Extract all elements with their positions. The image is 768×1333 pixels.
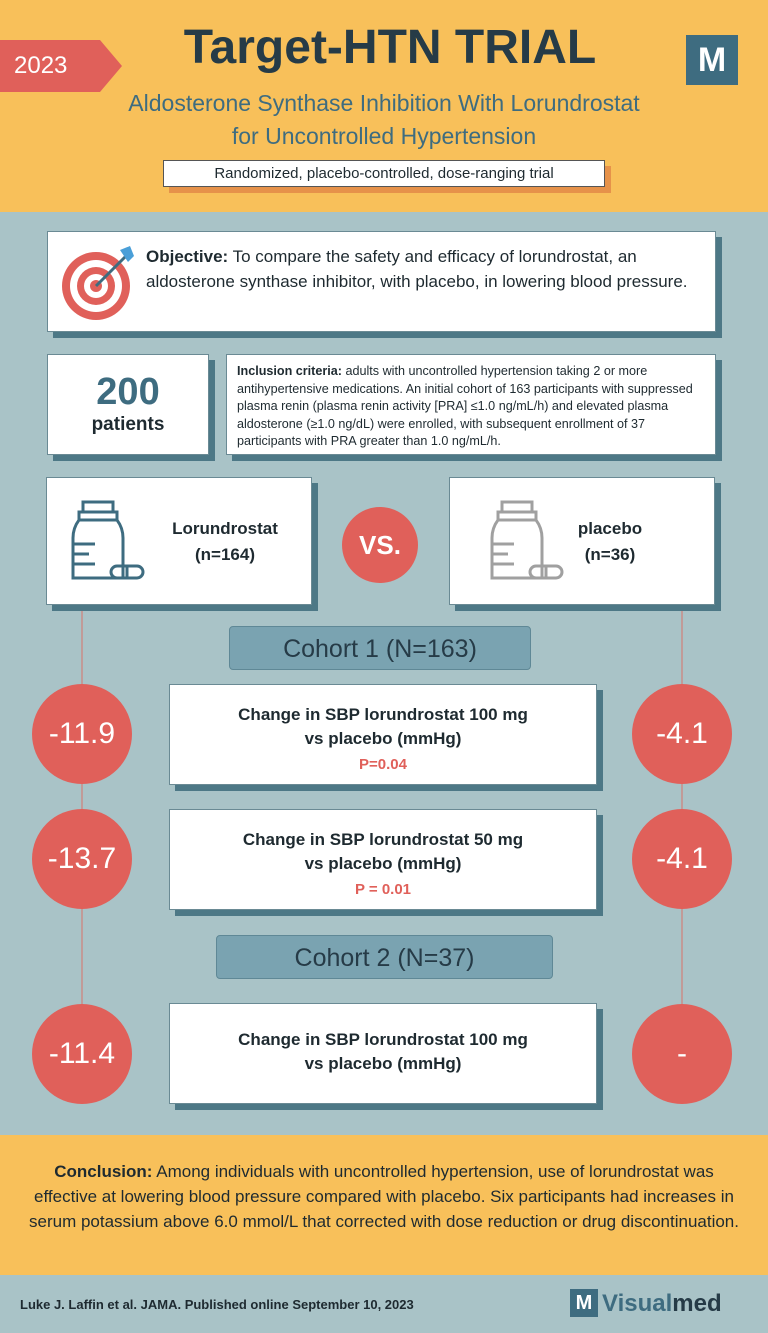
brand-name: Visual bbox=[602, 1290, 673, 1317]
logo: M bbox=[686, 35, 738, 85]
inclusion-label: Inclusion criteria: bbox=[237, 364, 342, 378]
subtitle: for Uncontrolled Hypertension bbox=[231, 123, 537, 149]
result-title: Change in SBP lorundrostat 100 mg bbox=[238, 705, 528, 724]
placebo-change: -4.1 bbox=[632, 809, 732, 909]
citation: Luke J. Laffin et al. JAMA. Published on… bbox=[20, 1297, 414, 1312]
arm-label: Lorundrostat (n=164) bbox=[145, 516, 305, 568]
bottle-icon bbox=[490, 500, 564, 580]
result-box: Change in SBP lorundrostat 100 mg vs pla… bbox=[169, 1003, 597, 1104]
p-value: P=0.04 bbox=[359, 756, 407, 773]
lorundrostat-change: -11.9 bbox=[32, 684, 132, 784]
arm-box: Lorundrostat (n=164) bbox=[46, 477, 312, 605]
cohort-label: Cohort 2 (N=37) bbox=[216, 935, 553, 979]
objective-box: Objective: To compare the safety and eff… bbox=[47, 231, 716, 332]
design-label: Randomized, placebo-controlled, dose-ran… bbox=[163, 160, 605, 187]
placebo-change: -4.1 bbox=[632, 684, 732, 784]
result-title: vs placebo (mmHg) bbox=[304, 854, 462, 873]
placebo-change: - bbox=[632, 1004, 732, 1104]
p-value: P = 0.01 bbox=[354, 881, 412, 898]
title: Target-HTN TRIAL bbox=[183, 21, 597, 74]
arm-box: placebo (n=36) bbox=[449, 477, 715, 605]
arm-name: Lorundrostat bbox=[172, 519, 278, 538]
objective-text: Objective: To compare the safety and eff… bbox=[146, 244, 706, 294]
result-title: Change in SBP lorundrostat 50 mg bbox=[242, 830, 524, 849]
conclusion: Conclusion: Among individuals with uncon… bbox=[0, 1135, 768, 1275]
brand-name: med bbox=[672, 1290, 722, 1317]
footer: Luke J. Laffin et al. JAMA. Published on… bbox=[0, 1275, 768, 1333]
patients-box: 200 patients bbox=[47, 354, 209, 455]
conclusion-label: Conclusion: bbox=[54, 1162, 153, 1181]
arm-n: (n=164) bbox=[195, 545, 255, 564]
arm-n: (n=36) bbox=[584, 545, 636, 564]
objective-body: To compare the safety and efficacy of lo… bbox=[146, 247, 688, 291]
result-title: vs placebo (mmHg) bbox=[304, 729, 462, 748]
lorundrostat-change: -11.4 bbox=[32, 1004, 132, 1104]
result-title: Change in SBP lorundrostat 100 mg bbox=[238, 1030, 528, 1049]
target-icon bbox=[62, 246, 134, 320]
patient-count: 200 bbox=[96, 371, 160, 413]
inclusion-box: Inclusion criteria: adults with uncontro… bbox=[226, 354, 716, 455]
arm-label: placebo (n=36) bbox=[530, 516, 690, 568]
inclusion-text: adults with uncontrolled hypertension ta… bbox=[237, 364, 693, 448]
result-box: Change in SBP lorundrostat 50 mg vs plac… bbox=[169, 809, 597, 910]
objective-label: Objective: bbox=[146, 247, 229, 266]
conclusion-text: Among individuals with uncontrolled hype… bbox=[29, 1162, 739, 1231]
lorundrostat-change: -13.7 bbox=[32, 809, 132, 909]
result-box: Change in SBP lorundrostat 100 mg vs pla… bbox=[169, 684, 597, 785]
year-tag: 2023 bbox=[0, 40, 122, 92]
connector-lines bbox=[81, 605, 683, 1012]
result-title: vs placebo (mmHg) bbox=[304, 1054, 462, 1073]
cohort-label: Cohort 1 (N=163) bbox=[229, 626, 531, 670]
brand-logo: M bbox=[570, 1289, 598, 1317]
patient-label: patients bbox=[91, 414, 165, 435]
arm-name: placebo bbox=[577, 519, 643, 538]
vs-badge: VS. bbox=[342, 507, 418, 583]
bottle-icon bbox=[71, 500, 145, 580]
subtitle: Aldosterone Synthase Inhibition With Lor… bbox=[128, 90, 640, 116]
brand: M Visualmed bbox=[570, 1289, 722, 1319]
